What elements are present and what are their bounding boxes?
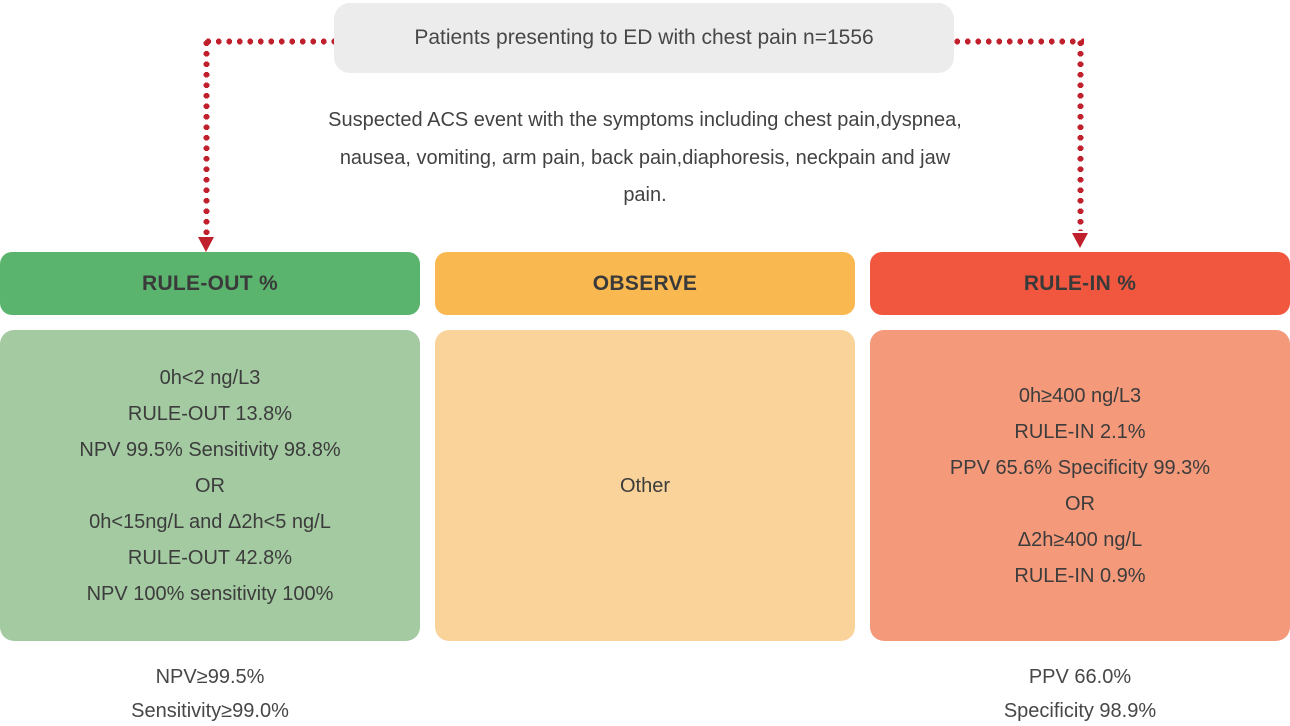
suspected-acs-description: Suspected ACS event with the symptoms in… bbox=[0, 102, 1290, 215]
observe-header: OBSERVE bbox=[435, 252, 855, 315]
observe-header-label: OBSERVE bbox=[592, 271, 698, 295]
description-line-1: Suspected ACS event with the symptoms in… bbox=[328, 109, 962, 131]
patients-box: Patients presenting to ED with chest pai… bbox=[334, 3, 954, 73]
observe-body: Other bbox=[435, 330, 855, 641]
left-arrowhead-down-icon bbox=[198, 237, 214, 252]
rule-in-body-line: PPV 65.6% Specificity 99.3% bbox=[949, 456, 1211, 479]
rule-out-body-line: 0h<15ng/L and Δ2h<5 ng/L bbox=[89, 510, 331, 533]
rule-out-body-line: NPV 100% sensitivity 100% bbox=[86, 582, 334, 605]
rule-out-body-line: NPV 99.5% Sensitivity 98.8% bbox=[79, 438, 341, 461]
rule-out-footer-npv: NPV≥99.5% bbox=[155, 666, 265, 688]
rule-in-footer: PPV 66.0% Specificity 98.9% bbox=[870, 660, 1290, 726]
rule-out-footer-sensitivity: Sensitivity≥99.0% bbox=[131, 700, 289, 722]
rule-in-body-line: 0h≥400 ng/L3 bbox=[1018, 384, 1142, 407]
rule-out-body-line: RULE-OUT 42.8% bbox=[127, 546, 293, 569]
rule-in-body-line: RULE-IN 0.9% bbox=[1014, 564, 1146, 587]
rule-in-footer-specificity: Specificity 98.9% bbox=[1003, 700, 1157, 722]
rule-out-body-line: RULE-OUT 13.8% bbox=[127, 402, 293, 425]
left-arrow-horizontal-segment bbox=[203, 38, 334, 45]
rule-in-body: 0h≥400 ng/L3 RULE-IN 2.1% PPV 65.6% Spec… bbox=[870, 330, 1290, 641]
rule-in-body-line: RULE-IN 2.1% bbox=[1014, 420, 1146, 443]
description-line-3: pain. bbox=[623, 184, 667, 206]
right-arrow-horizontal-segment bbox=[952, 38, 1084, 45]
rule-out-body-line: OR bbox=[195, 474, 225, 497]
observe-body-line: Other bbox=[619, 474, 671, 497]
patients-box-label: Patients presenting to ED with chest pai… bbox=[414, 26, 874, 49]
description-line-2: nausea, vomiting, arm pain, back pain,di… bbox=[339, 146, 951, 169]
right-arrowhead-down-icon bbox=[1072, 233, 1088, 248]
rule-in-body-line: OR bbox=[1065, 492, 1095, 515]
right-arrow-vertical-segment bbox=[1077, 38, 1084, 231]
rule-in-footer-ppv: PPV 66.0% bbox=[1028, 666, 1132, 688]
rule-in-header: RULE-IN % bbox=[870, 252, 1290, 315]
rule-out-header: RULE-OUT % bbox=[0, 252, 420, 315]
rule-out-body-line: 0h<2 ng/L3 bbox=[159, 366, 261, 389]
rule-in-body-line: Δ2h≥400 ng/L bbox=[1017, 528, 1143, 551]
rule-out-body: 0h<2 ng/L3 RULE-OUT 13.8% NPV 99.5% Sens… bbox=[0, 330, 420, 641]
rule-out-header-label: RULE-OUT % bbox=[142, 271, 278, 295]
rule-out-footer: NPV≥99.5% Sensitivity≥99.0% bbox=[0, 660, 420, 726]
left-arrow-vertical-segment bbox=[203, 38, 210, 236]
rule-in-header-label: RULE-IN % bbox=[1023, 271, 1137, 295]
